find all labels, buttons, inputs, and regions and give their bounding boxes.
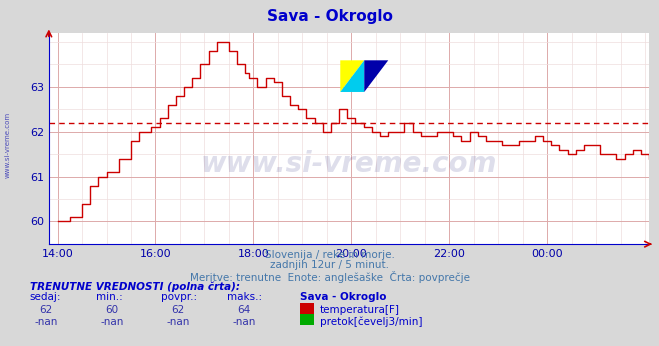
Text: 60: 60: [105, 305, 119, 315]
Text: pretok[čevelj3/min]: pretok[čevelj3/min]: [320, 317, 422, 327]
Text: temperatura[F]: temperatura[F]: [320, 305, 399, 315]
Text: min.:: min.:: [96, 292, 123, 302]
Text: TRENUTNE VREDNOSTI (polna črta):: TRENUTNE VREDNOSTI (polna črta):: [30, 282, 240, 292]
Text: 62: 62: [171, 305, 185, 315]
Text: -nan: -nan: [166, 317, 190, 327]
Text: sedaj:: sedaj:: [30, 292, 61, 302]
Text: 62: 62: [40, 305, 53, 315]
Text: maks.:: maks.:: [227, 292, 262, 302]
Text: povpr.:: povpr.:: [161, 292, 198, 302]
Text: zadnjih 12ur / 5 minut.: zadnjih 12ur / 5 minut.: [270, 260, 389, 270]
Text: Sava - Okroglo: Sava - Okroglo: [266, 9, 393, 24]
Text: Slovenija / reke in morje.: Slovenija / reke in morje.: [264, 250, 395, 260]
Text: 64: 64: [237, 305, 250, 315]
Polygon shape: [340, 60, 364, 92]
Polygon shape: [364, 60, 388, 92]
Text: -nan: -nan: [34, 317, 58, 327]
Text: -nan: -nan: [100, 317, 124, 327]
Polygon shape: [340, 60, 364, 92]
Text: www.si-vreme.com: www.si-vreme.com: [5, 112, 11, 179]
Text: Sava - Okroglo: Sava - Okroglo: [300, 292, 386, 302]
Text: -nan: -nan: [232, 317, 256, 327]
Text: Meritve: trenutne  Enote: anglešaške  Črta: povprečje: Meritve: trenutne Enote: anglešaške Črta…: [190, 271, 469, 283]
Text: www.si-vreme.com: www.si-vreme.com: [201, 150, 498, 178]
